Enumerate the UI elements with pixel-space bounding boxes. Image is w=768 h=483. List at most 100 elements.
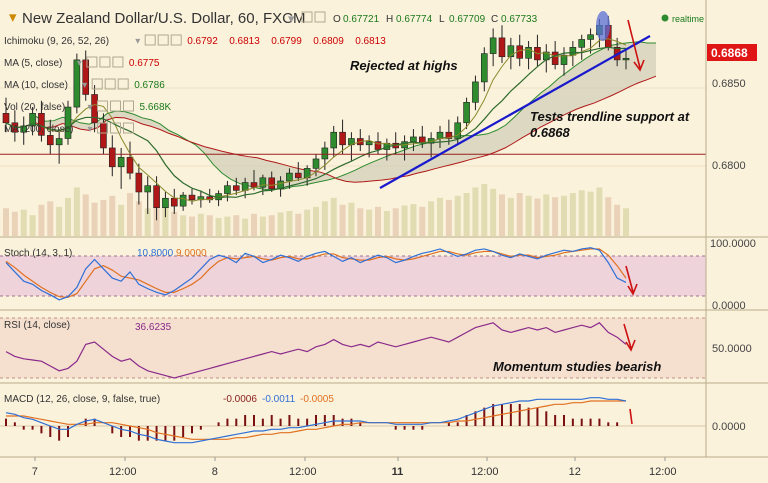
volume-bar <box>162 202 169 236</box>
chevron-down-icon: ▾ <box>77 58 82 69</box>
volume-bar <box>463 193 470 236</box>
ma10-line <box>5 46 627 199</box>
volume-bar <box>321 201 328 236</box>
rsi-band <box>0 318 706 378</box>
volume-bar <box>543 194 550 236</box>
volume-bar <box>277 212 284 236</box>
volume-bar <box>286 211 293 236</box>
volume-bar <box>251 213 257 236</box>
chevron-down-icon[interactable]: ▾ <box>9 9 17 26</box>
macd-main-line <box>5 397 627 444</box>
legend-label: MA (5, close) <box>4 58 62 69</box>
stoch-tick: 0.0000 <box>712 300 746 312</box>
legend-label: Vol (20, false) <box>4 102 65 113</box>
candle-body <box>330 131 338 149</box>
stoch-k-line <box>5 247 627 301</box>
time-tick-label: 11 <box>392 466 404 478</box>
volume-bar <box>118 204 125 236</box>
candle-body <box>525 47 532 59</box>
annotation-trendline-level: 0.6868 <box>530 125 571 140</box>
volume-bar <box>313 206 319 236</box>
chevron-down-icon[interactable]: ▾ <box>288 11 295 26</box>
stoch-tick: 100.0000 <box>710 238 756 250</box>
macd-tick: 0.0000 <box>712 421 746 433</box>
symbol-title: New Zealand Dollar/U.S. Dollar, 60, FXCM <box>22 10 305 27</box>
candle-body <box>179 194 187 207</box>
volume-bar <box>135 201 142 236</box>
current-price-tag <box>707 44 757 61</box>
candle-body <box>268 177 276 190</box>
volume-bar <box>330 197 337 236</box>
volume-bar <box>383 211 390 236</box>
time-tick-label: 12:00 <box>471 466 499 478</box>
candle-body <box>55 138 63 146</box>
settings-icon[interactable] <box>314 11 326 23</box>
macd-signal-line <box>6 400 626 440</box>
candle-body <box>339 131 346 146</box>
bearish-arrow-icon <box>629 408 633 425</box>
candle-body <box>82 59 90 95</box>
volume-bar <box>304 209 311 236</box>
candle-body <box>578 39 586 48</box>
candle-body <box>126 157 134 174</box>
volume-bar <box>11 211 18 236</box>
volume-bar <box>623 208 629 236</box>
chevron-down-icon: ▾ <box>82 80 87 91</box>
legend-tool-icon <box>91 78 103 90</box>
annotation-momentum: Momentum studies bearish <box>493 359 661 374</box>
legend-tool-icon <box>99 56 111 68</box>
volume-bar <box>171 211 178 236</box>
candle-body <box>108 147 116 168</box>
volume-bar <box>490 188 497 236</box>
legend-tool-icon <box>104 78 116 90</box>
volume-bar <box>242 218 249 236</box>
volume-bar <box>189 216 195 236</box>
volume-bar <box>561 195 567 236</box>
volume-bar <box>454 195 461 236</box>
overlay-lines <box>0 38 706 202</box>
legend-value: 0.6799 <box>271 36 302 47</box>
candle-body <box>232 185 240 191</box>
candle-body <box>46 135 54 146</box>
candle-body <box>197 196 205 201</box>
legend-value: 0.6786 <box>134 80 165 91</box>
eye-icon[interactable] <box>301 11 313 23</box>
volume-bar <box>366 209 373 236</box>
candle-body <box>73 59 81 108</box>
volume-bar <box>534 198 541 236</box>
legend-tool-icon <box>110 122 121 134</box>
ohlc-low: 0.67709 <box>449 14 486 25</box>
volume-bar <box>20 209 27 236</box>
volume-bar <box>596 187 603 236</box>
highs-marker <box>596 11 610 41</box>
volume-bar <box>259 216 266 236</box>
macd-label: MACD (12, 26, close, 9, false, true) <box>4 394 160 405</box>
candle-body <box>498 37 506 58</box>
volume-bar <box>445 199 452 236</box>
volume-bar <box>109 195 116 236</box>
volume-bar <box>47 201 54 236</box>
volume-bar <box>29 215 36 236</box>
volume-bar <box>357 208 364 236</box>
volume-bar <box>410 204 417 236</box>
candle-body <box>410 136 417 142</box>
candle-body <box>117 157 125 168</box>
candle-body <box>38 113 45 136</box>
legend-tool-icon <box>86 56 98 68</box>
candle-body <box>436 131 444 139</box>
volume-bar <box>224 216 231 236</box>
volume-bar <box>507 197 514 236</box>
time-tick-label: 12:00 <box>289 466 317 478</box>
volume-bar <box>127 193 133 236</box>
ohlc-h-label: H <box>386 14 393 25</box>
trendline <box>379 35 651 189</box>
volume-bar <box>144 208 151 236</box>
candle-body <box>507 45 515 58</box>
legend-tool-icon <box>117 78 129 90</box>
legend-tool-icon <box>157 34 169 46</box>
candle-body <box>2 113 10 124</box>
legend-tool-icon <box>112 56 124 68</box>
candle-body <box>241 182 249 191</box>
stoch-d-value: 9.0000 <box>176 248 207 259</box>
